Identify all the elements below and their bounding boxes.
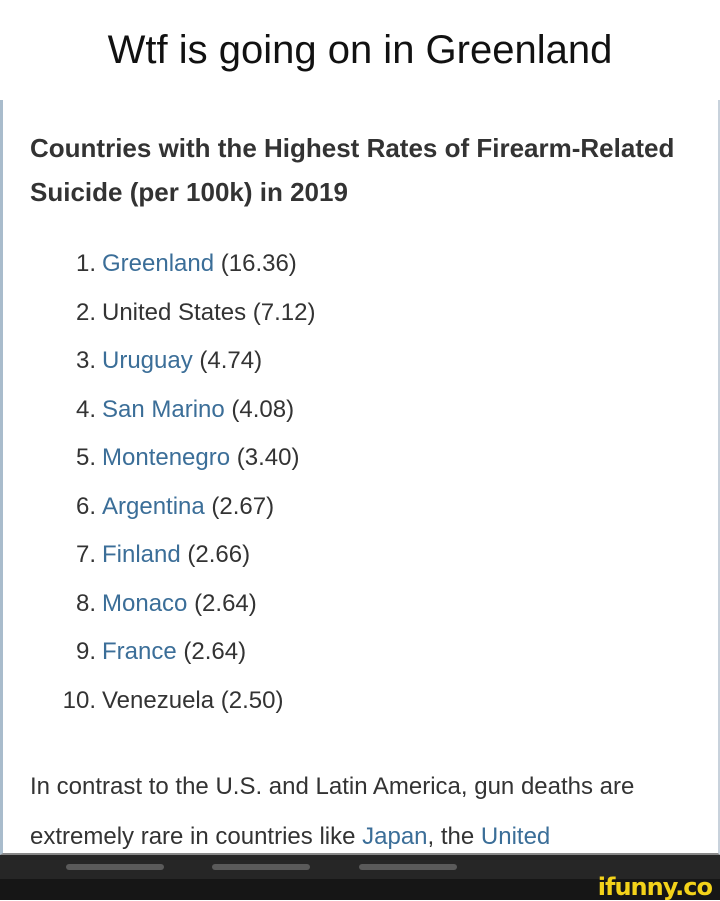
list-item: 9. France (2.64) [3,638,246,678]
list-item: 2. United States (7.12) [3,299,315,339]
item-value: (16.36) [220,250,297,277]
item-country[interactable]: Argentina [102,492,205,520]
item-number: 6. [75,492,96,520]
item-country[interactable]: Greenland [102,250,215,277]
link-japan[interactable]: Japan [362,823,428,850]
item-country[interactable]: Monaco [102,589,188,617]
ifunny-logo: ifunny.co [597,873,713,901]
item-number: 10. [62,686,96,714]
article-paragraph: In contrast to the U.S. and Latin Americ… [30,762,710,853]
item-number: 5. [75,444,96,471]
nav-pill[interactable] [66,864,164,870]
item-value: (4.08) [231,395,295,423]
item-country: Venezuela [102,686,215,714]
list-item: 3. Uruguay (4.74) [3,347,262,387]
list-item: 10. Venezuela (2.50) [3,686,284,727]
item-value: (2.66) [187,541,251,568]
paragraph-text: In contrast to the U.S. and Latin Americ… [30,773,635,850]
item-country[interactable]: Uruguay [102,347,193,374]
item-number: 3. [75,347,96,374]
item-value: (3.40) [236,444,300,471]
list-item: 5. Montenegro (3.40) [3,444,299,484]
item-number: 1. [75,250,96,277]
nav-pill[interactable] [359,864,457,870]
article-screenshot: Countries with the Highest Rates of Fire… [0,100,720,855]
item-number: 7. [75,541,96,568]
item-value: (2.67) [211,492,275,520]
item-number: 8. [75,589,96,617]
item-number: 2. [75,298,96,326]
list-item: 8. Monaco (2.64) [3,590,257,630]
link-united[interactable]: United [480,823,551,850]
item-value: (4.74) [199,347,263,374]
post-title: Wtf is going on in Greenland [107,28,613,72]
list-item: 6. Argentina (2.67) [3,493,274,533]
item-number: 4. [75,395,96,423]
item-value: (2.50) [220,686,284,714]
paragraph-text: , the [427,823,481,850]
item-number: 9. [75,638,96,665]
list-item: 1. Greenland (16.36) [3,250,297,290]
item-country: United States [102,298,247,326]
item-value: (2.64) [183,638,247,665]
navigation-bar [0,855,720,879]
list-item: 4. San Marino (4.08) [3,396,294,436]
nav-pill[interactable] [212,864,310,870]
article-heading: Countries with the Highest Rates of Fire… [30,133,675,207]
item-country[interactable]: France [102,638,177,665]
item-country[interactable]: Montenegro [102,444,231,471]
item-value: (7.12) [252,298,316,326]
item-country[interactable]: Finland [102,541,181,568]
watermark-bar: ifunny.co [0,873,720,901]
list-item: 7. Finland (2.66) [3,541,250,581]
item-country[interactable]: San Marino [102,395,225,423]
item-value: (2.64) [194,589,257,617]
